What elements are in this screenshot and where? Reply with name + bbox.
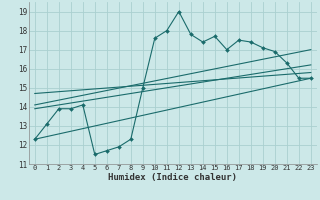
X-axis label: Humidex (Indice chaleur): Humidex (Indice chaleur) <box>108 173 237 182</box>
